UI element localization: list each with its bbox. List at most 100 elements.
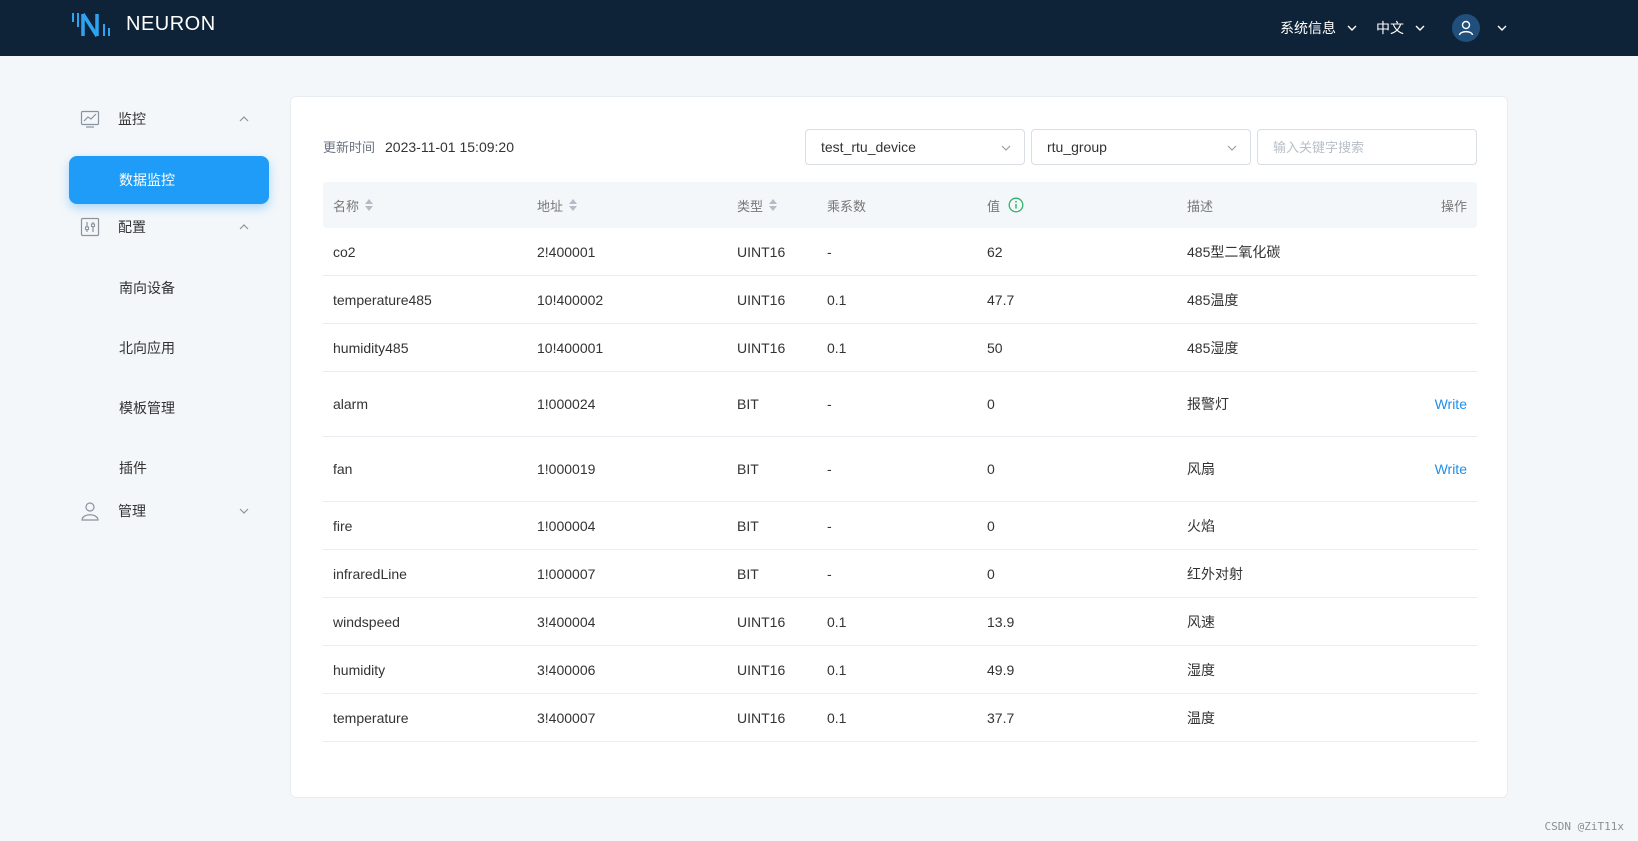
user-admin-icon: [81, 502, 99, 521]
sidebar-group-monitor[interactable]: 监控: [80, 104, 250, 134]
info-circle-icon[interactable]: [1008, 197, 1024, 213]
write-button[interactable]: Write: [1434, 396, 1467, 412]
top-navigation-bar: NEURON 系统信息 中文: [0, 0, 1638, 56]
sidebar-item-label: 北向应用: [119, 340, 175, 356]
sidebar-group-admin[interactable]: 管理: [80, 496, 250, 526]
cell-value: 13.9: [987, 613, 1015, 630]
user-menu-chevron-down-icon[interactable]: [1496, 22, 1508, 34]
sidebar-item-label: 模板管理: [119, 400, 175, 416]
sidebar: 监控 数据监控 配置 南向设备 北向应用 模板管理 插件 管理: [0, 56, 280, 841]
sidebar-item-plugins[interactable]: 插件: [69, 444, 269, 492]
column-header-address[interactable]: 地址: [537, 182, 578, 228]
sidebar-item-north-apps[interactable]: 北向应用: [69, 324, 269, 372]
cell-type: UINT16: [737, 709, 786, 726]
cell-multiplier: -: [827, 243, 832, 260]
cell-name: humidity485: [333, 339, 409, 356]
sort-icon[interactable]: [569, 199, 578, 211]
cell-address: 10!400001: [537, 339, 604, 356]
sidebar-group-config[interactable]: 配置: [80, 212, 250, 242]
column-header-multiplier: 乘系数: [827, 182, 866, 228]
cell-address: 3!400004: [537, 613, 596, 630]
table-row: humidity 3!400006 UINT16 0.1 49.9 湿度: [323, 646, 1477, 694]
device-select-value: test_rtu_device: [821, 139, 916, 155]
chevron-down-icon: [1001, 145, 1011, 151]
neuron-logo-icon: [72, 13, 110, 37]
device-select[interactable]: test_rtu_device: [805, 129, 1025, 165]
cell-value: 0: [987, 517, 995, 534]
column-header-name[interactable]: 名称: [333, 182, 374, 228]
cell-address: 1!000019: [537, 461, 596, 477]
data-monitor-panel: 更新时间 2023-11-01 15:09:20 test_rtu_device…: [290, 96, 1508, 798]
tags-table: 名称 地址 类型 乘系数 值: [323, 182, 1477, 742]
group-select[interactable]: rtu_group: [1031, 129, 1251, 165]
cell-name: alarm: [333, 396, 369, 412]
cell-multiplier: -: [827, 396, 832, 412]
cell-value: 0: [987, 565, 995, 582]
chevron-down-icon: [1347, 25, 1357, 31]
table-row: fire 1!000004 BIT - 0 火焰: [323, 502, 1477, 550]
sort-icon[interactable]: [769, 199, 778, 211]
table-header: 名称 地址 类型 乘系数 值: [323, 182, 1477, 228]
cell-name: windspeed: [333, 613, 400, 630]
user-avatar[interactable]: [1452, 14, 1480, 42]
write-button[interactable]: Write: [1434, 461, 1467, 477]
app-name: NEURON: [126, 12, 216, 35]
cell-value: 47.7: [987, 291, 1015, 308]
config-sliders-icon: [80, 217, 100, 237]
sidebar-group-label: 配置: [118, 219, 146, 235]
column-header-label: 地址: [537, 198, 564, 214]
app-logo[interactable]: NEURON: [70, 10, 216, 38]
update-time-info: 更新时间 2023-11-01 15:09:20: [323, 137, 514, 156]
system-info-menu[interactable]: 系统信息: [1280, 18, 1358, 38]
cell-multiplier: -: [827, 565, 832, 582]
cell-type: UINT16: [737, 339, 786, 356]
column-header-label: 名称: [333, 198, 360, 214]
cell-type: BIT: [737, 565, 759, 582]
table-row: humidity485 10!400001 UINT16 0.1 50 485湿度: [323, 324, 1477, 372]
column-header-description: 描述: [1187, 182, 1213, 228]
group-select-value: rtu_group: [1047, 139, 1107, 155]
cell-value: 62: [987, 243, 1003, 260]
cell-name: humidity: [333, 661, 386, 678]
cell-name: temperature: [333, 709, 409, 726]
cell-value: 37.7: [987, 709, 1015, 726]
sidebar-item-data-monitor[interactable]: 数据监控: [69, 156, 269, 204]
table-row: fan 1!000019 BIT - 0 风扇 Write: [323, 437, 1477, 502]
cell-type: UINT16: [737, 613, 786, 630]
chevron-up-icon: [239, 224, 249, 230]
system-info-label: 系统信息: [1280, 20, 1336, 36]
keyword-search-input[interactable]: [1257, 129, 1477, 165]
column-header-type[interactable]: 类型: [737, 182, 778, 228]
cell-address: 2!400001: [537, 243, 596, 260]
cell-type: BIT: [737, 396, 759, 412]
column-header-label: 类型: [737, 198, 764, 214]
cell-multiplier: -: [827, 461, 832, 477]
sidebar-group-label: 监控: [118, 111, 146, 127]
monitor-chart-icon: [80, 110, 100, 128]
column-header-label: 描述: [1187, 198, 1214, 214]
update-time-label: 更新时间: [323, 140, 376, 155]
cell-multiplier: 0.1: [827, 661, 847, 678]
sidebar-item-south-devices[interactable]: 南向设备: [69, 264, 269, 312]
cell-description: 报警灯: [1187, 396, 1229, 412]
cell-name: fire: [333, 517, 353, 534]
language-label: 中文: [1376, 20, 1404, 36]
sidebar-item-label: 南向设备: [119, 280, 175, 296]
cell-address: 1!000024: [537, 396, 596, 412]
table-row: temperature 3!400007 UINT16 0.1 37.7 温度: [323, 694, 1477, 742]
cell-description: 温度: [1187, 709, 1215, 726]
table-row: temperature485 10!400002 UINT16 0.1 47.7 485温…: [323, 276, 1477, 324]
sidebar-item-template-management[interactable]: 模板管理: [69, 384, 269, 432]
sort-icon[interactable]: [365, 199, 374, 211]
chevron-up-icon: [239, 116, 249, 122]
cell-description: 风速: [1187, 613, 1215, 630]
language-menu[interactable]: 中文: [1376, 18, 1426, 38]
update-time-value: 2023-11-01 15:09:20: [385, 138, 514, 155]
cell-multiplier: 0.1: [827, 613, 847, 630]
table-row: co2 2!400001 UINT16 - 62 485型二氧化碳: [323, 228, 1477, 276]
cell-name: temperature485: [333, 291, 432, 308]
cell-type: UINT16: [737, 661, 786, 678]
cell-address: 3!400006: [537, 661, 596, 678]
sidebar-item-label: 插件: [119, 460, 147, 476]
table-row: infraredLine 1!000007 BIT - 0 红外对射: [323, 550, 1477, 598]
